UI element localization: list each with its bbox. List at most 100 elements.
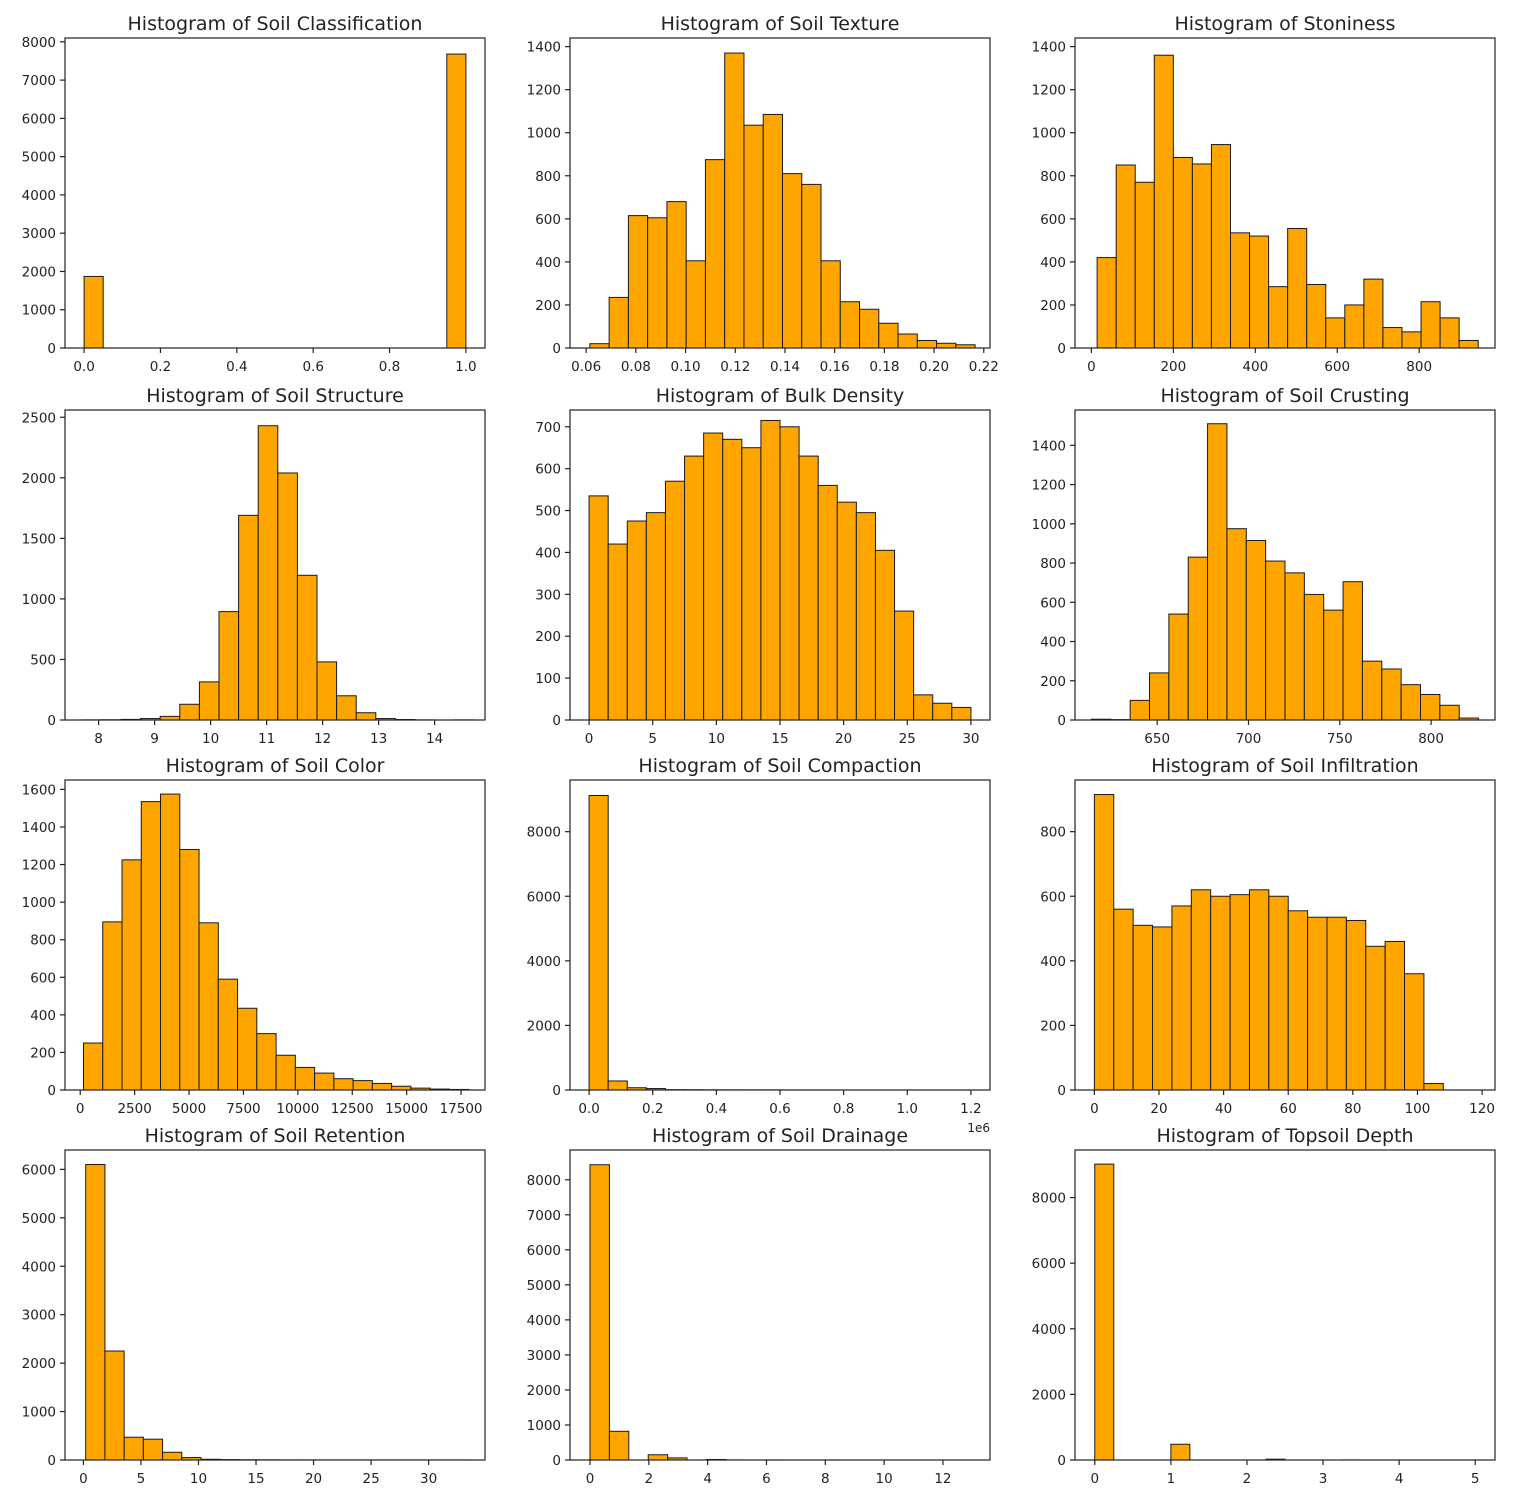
chart-title: Histogram of Soil Infiltration (1151, 755, 1418, 777)
x-tick-label: 12500 (331, 1101, 374, 1117)
x-tick-label: 40 (1215, 1101, 1232, 1117)
x-tick-label: 0.14 (770, 359, 800, 375)
histogram-bar (1382, 327, 1403, 349)
chart-title: Histogram of Soil Texture (661, 13, 900, 35)
histogram-bar (913, 694, 934, 721)
y-tick-label: 1400 (1032, 438, 1066, 454)
histogram-bar (296, 574, 318, 721)
histogram-bar (1423, 1083, 1444, 1091)
histogram-bar (894, 610, 915, 721)
x-tick-label: 0.4 (706, 1101, 727, 1117)
y-tick-label: 0 (47, 1453, 56, 1469)
histogram-bar (704, 159, 726, 349)
histogram-bar (1248, 889, 1270, 1091)
y-tick-label: 6000 (22, 111, 56, 127)
x-tick-label: 1.0 (455, 359, 476, 375)
histogram-bar (607, 1080, 628, 1091)
histogram-bar (314, 1072, 335, 1091)
x-tick-label: 10000 (276, 1101, 319, 1117)
histogram-bar (608, 296, 629, 349)
x-tick-label: 0 (76, 1101, 85, 1117)
x-tick-label: 5 (1471, 1471, 1480, 1487)
histogram-bar (801, 183, 822, 349)
x-tick-label: 1 (1167, 1471, 1176, 1487)
histogram-bar (1400, 684, 1422, 721)
y-tick-label: 200 (1040, 1018, 1066, 1034)
chart-svg: Histogram of Soil Structure 8 9 10 11 12 13 14 0… (22, 385, 486, 747)
histogram-bar (1439, 317, 1460, 349)
x-tick-label: 10 (202, 731, 219, 747)
histogram-bar (645, 512, 666, 721)
y-tick-label: 200 (535, 629, 561, 645)
bars (1096, 54, 1479, 349)
chart-topsoil-depth: Histogram of Topsoil Depth 0 1 2 3 4 5 0 2000 400… (1010, 1112, 1520, 1487)
histogram-bar (85, 1164, 106, 1461)
histogram-bar (1096, 257, 1117, 349)
chart-title: Histogram of Soil Structure (146, 385, 404, 407)
histogram-bar (1381, 668, 1402, 721)
y-tick-label: 400 (1040, 255, 1066, 271)
histogram-bar (1344, 304, 1365, 349)
chart-svg: Histogram of Stoniness 0 200 400 600 800 0 200 4… (1032, 13, 1496, 375)
histogram-bar (1345, 919, 1367, 1091)
histogram-bar (1306, 283, 1327, 349)
chart-title: Histogram of Stoniness (1175, 13, 1396, 35)
histogram-bar (1113, 908, 1134, 1091)
y-tick-label: 8000 (527, 825, 561, 841)
histogram-bar (1401, 331, 1422, 349)
chart-soil-color: Histogram of Soil Color 0 2500 5000 7500 1000… (0, 742, 510, 1117)
x-tick-label: 0.12 (720, 359, 750, 375)
x-tick-label: 0.10 (671, 359, 701, 375)
y-tick-label: 4000 (22, 1259, 56, 1275)
x-tick-label: 20 (305, 1471, 322, 1487)
y-tick-label: 600 (1040, 889, 1066, 905)
x-tick-label: 20 (1150, 1101, 1167, 1117)
y-tick-label: 5000 (22, 150, 56, 166)
y-tick-label: 400 (30, 1008, 56, 1024)
x-tick-label: 12 (314, 731, 331, 747)
y-tick-label: 200 (535, 298, 561, 314)
histogram-bar (371, 1082, 393, 1091)
y-tick-label: 8000 (1032, 1191, 1066, 1207)
chart-title: Histogram of Soil Compaction (638, 755, 921, 777)
histogram-bar (160, 793, 181, 1091)
histogram-bar (1093, 794, 1115, 1091)
x-tick-label: 10 (190, 1471, 207, 1487)
bars (588, 419, 972, 721)
y-tick-label: 600 (535, 212, 561, 228)
histogram-bar (1153, 54, 1174, 349)
histogram-bar (352, 1080, 373, 1091)
plot-frame (1074, 779, 1496, 1091)
histogram-bar (1190, 889, 1212, 1091)
histogram-bar (859, 308, 880, 349)
x-tick-label: 120 (1469, 1101, 1495, 1117)
y-tick-label: 1000 (1032, 126, 1066, 142)
x-tick-label: 80 (1344, 1101, 1361, 1117)
histogram-bar (724, 52, 745, 349)
plot-frame (64, 409, 486, 721)
y-tick-label: 500 (535, 504, 561, 520)
histogram-bar (1249, 235, 1270, 349)
histogram-bar (1171, 905, 1192, 1091)
x-tick-label: 0.8 (833, 1101, 854, 1117)
x-tick-label: 60 (1280, 1101, 1297, 1117)
histogram-bar (781, 173, 803, 349)
histogram-bar (1287, 910, 1309, 1091)
chart-svg: Histogram of Soil Color 0 2500 5000 7500 1000… (22, 755, 486, 1117)
x-tick-label: 6 (762, 1471, 771, 1487)
chart-soil-crusting: Histogram of Soil Crusting 650 700 750 800 0 2… (1010, 372, 1520, 747)
y-tick-label: 2000 (22, 1356, 56, 1372)
histogram-bar (237, 1007, 258, 1091)
histogram-bar (294, 1066, 316, 1091)
histogram-bar (1152, 926, 1173, 1091)
histogram-bar (1384, 940, 1406, 1091)
x-tick-label: 2500 (117, 1101, 151, 1117)
y-tick-label: 1400 (22, 820, 56, 836)
y-tick-label: 8000 (527, 1173, 561, 1189)
x-tick-label: 5 (648, 731, 657, 747)
histogram-bar (1210, 144, 1231, 349)
y-tick-label: 6000 (527, 1243, 561, 1259)
x-tick-label: 25 (362, 1471, 379, 1487)
x-tick-label: 3 (1319, 1471, 1328, 1487)
histogram-bar (277, 472, 298, 721)
